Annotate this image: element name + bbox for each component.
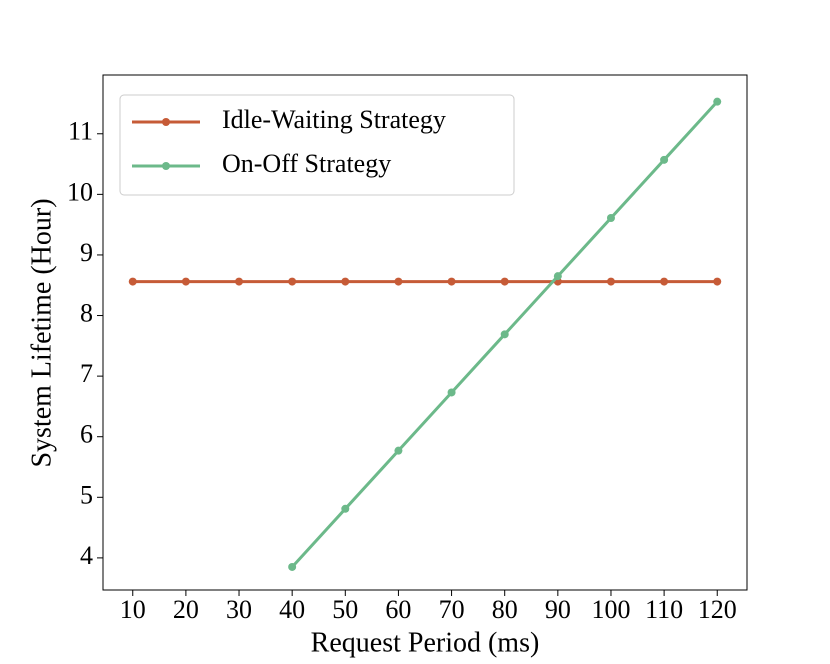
- x-tick-label: 70: [439, 595, 465, 624]
- legend-label: Idle-Waiting Strategy: [222, 105, 446, 134]
- data-point: [394, 446, 403, 455]
- x-tick-label: 110: [645, 595, 683, 624]
- y-tick-label: 5: [80, 480, 93, 509]
- data-point: [606, 277, 615, 286]
- data-point: [235, 277, 244, 286]
- y-tick-label: 8: [80, 299, 93, 328]
- x-tick-label: 40: [279, 595, 305, 624]
- data-point: [181, 277, 190, 286]
- data-point: [394, 277, 403, 286]
- legend-marker: [162, 162, 170, 170]
- data-point: [288, 277, 297, 286]
- x-tick-label: 30: [226, 595, 252, 624]
- x-tick-label: 50: [332, 595, 358, 624]
- data-point: [606, 213, 615, 222]
- x-tick-label: 90: [545, 595, 571, 624]
- data-point: [341, 504, 350, 513]
- data-point: [288, 562, 297, 571]
- data-point: [660, 155, 669, 164]
- y-tick-label: 11: [68, 117, 93, 146]
- data-point: [341, 277, 350, 286]
- x-axis-label: Request Period (ms): [311, 627, 540, 658]
- legend-label: On-Off Strategy: [222, 149, 391, 178]
- x-tick-label: 10: [120, 595, 146, 624]
- data-point: [713, 277, 722, 286]
- data-point: [447, 277, 456, 286]
- data-point: [447, 388, 456, 397]
- legend-marker: [162, 118, 170, 126]
- legend-box: [119, 94, 515, 196]
- data-point: [500, 330, 509, 339]
- y-tick-label: 9: [80, 238, 93, 267]
- x-tick-label: 60: [385, 595, 411, 624]
- y-tick-label: 4: [80, 541, 93, 570]
- y-axis-label: System Lifetime (Hour): [26, 198, 57, 467]
- y-tick-label: 6: [80, 420, 93, 449]
- data-point: [660, 277, 669, 286]
- y-tick-label: 7: [80, 359, 93, 388]
- x-tick-label: 120: [698, 595, 737, 624]
- data-point: [713, 97, 722, 106]
- x-tick-label: 100: [591, 595, 630, 624]
- data-point: [553, 272, 562, 281]
- y-tick-label: 10: [67, 177, 93, 206]
- x-tick-label: 80: [492, 595, 518, 624]
- plot-frame: [102, 74, 748, 591]
- data-point: [500, 277, 509, 286]
- data-point: [128, 277, 137, 286]
- x-tick-label: 20: [173, 595, 199, 624]
